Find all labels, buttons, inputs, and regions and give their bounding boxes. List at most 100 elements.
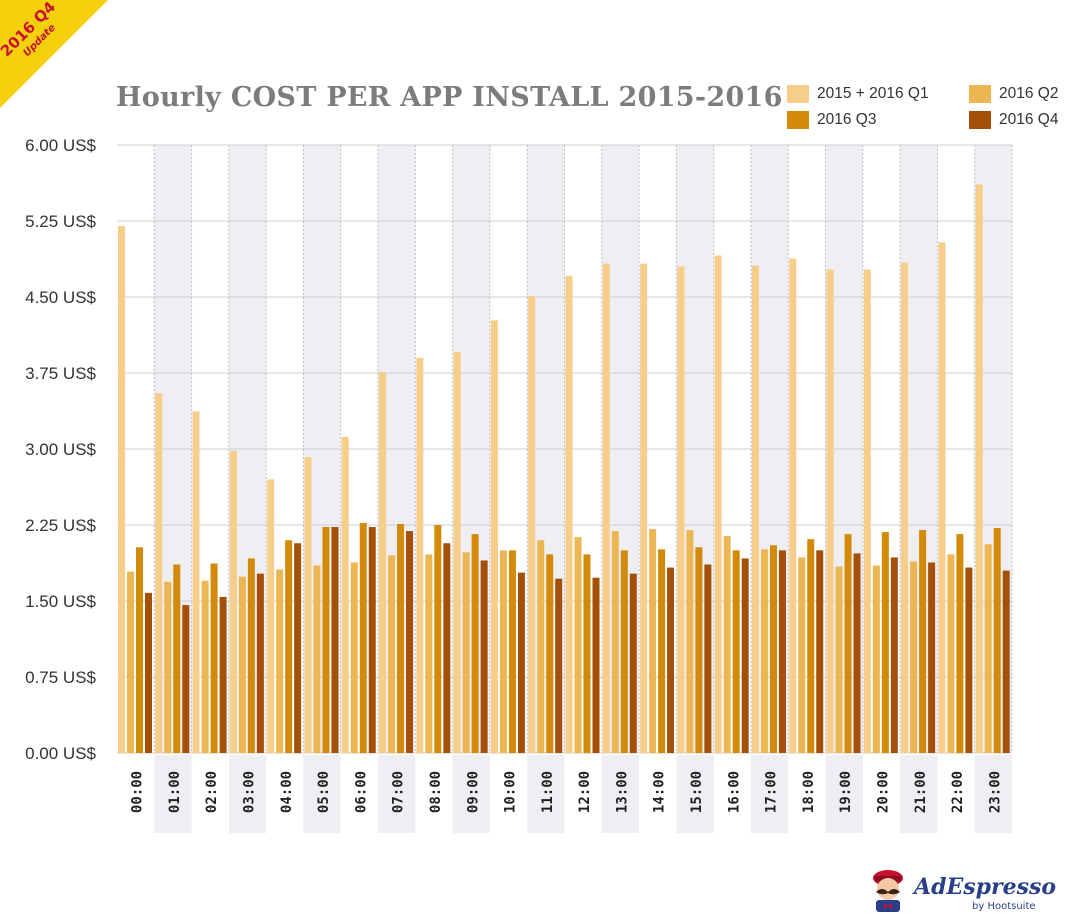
label-band-03:00 <box>228 755 267 833</box>
bar-s3-20:00 <box>881 532 889 753</box>
legend-swatch-4 <box>969 111 991 129</box>
bar-s2-15:00 <box>686 530 694 753</box>
bar-s3-21:00 <box>919 530 927 753</box>
bar-s4-10:00 <box>517 572 525 753</box>
bar-s1-12:00 <box>565 275 573 753</box>
y-tick-label-4: 3.00 US$ <box>25 440 96 459</box>
x-tick-label-14:00: 14:00 <box>652 771 668 813</box>
bar-s3-13:00 <box>620 550 628 753</box>
bar-s2-10:00 <box>499 550 507 753</box>
bar-s1-21:00 <box>901 262 909 753</box>
bar-s2-16:00 <box>723 536 731 753</box>
x-tick-label-21:00: 21:00 <box>913 771 929 813</box>
label-band-01:00 <box>154 755 192 833</box>
bar-s1-01:00 <box>155 393 163 753</box>
adespresso-logo: AdEspresso by Hootsuite <box>873 870 1056 912</box>
bar-s1-16:00 <box>714 255 722 753</box>
bar-s2-17:00 <box>760 549 768 753</box>
bar-s2-08:00 <box>425 554 433 753</box>
y-tick-label-1: 0.75 US$ <box>25 668 96 687</box>
label-band-23:00 <box>974 755 1012 833</box>
bar-s3-02:00 <box>210 563 218 753</box>
bar-s1-05:00 <box>304 457 312 753</box>
y-tick-label-8: 6.00 US$ <box>25 136 96 155</box>
bar-s2-23:00 <box>984 544 992 753</box>
legend-item-4: 2016 Q4 <box>969 108 1058 132</box>
bar-s2-02:00 <box>201 580 209 753</box>
bar-s2-14:00 <box>649 529 657 753</box>
bar-s4-17:00 <box>778 550 786 753</box>
bar-s1-02:00 <box>192 411 200 753</box>
bar-s3-04:00 <box>285 540 293 753</box>
bar-s4-23:00 <box>1002 570 1010 753</box>
logo-text: AdEspresso <box>912 874 1056 900</box>
legend-label-3: 2016 Q3 <box>817 111 877 128</box>
bar-s4-09:00 <box>480 560 488 753</box>
y-tick-label-6: 4.50 US$ <box>25 288 96 307</box>
bar-s2-09:00 <box>462 552 470 753</box>
bar-s1-20:00 <box>863 269 871 753</box>
bar-s2-11:00 <box>537 540 545 753</box>
x-tick-label-22:00: 22:00 <box>950 771 966 813</box>
update-ribbon: 2016 Q4 Update <box>0 0 108 108</box>
legend-label-2: 2016 Q2 <box>999 85 1059 102</box>
bar-s4-16:00 <box>741 558 749 753</box>
x-tick-label-04:00: 04:00 <box>279 771 295 813</box>
x-tick-label-05:00: 05:00 <box>316 771 332 813</box>
x-tick-label-15:00: 15:00 <box>689 771 705 813</box>
bar-s4-11:00 <box>555 578 563 753</box>
bar-s3-17:00 <box>769 545 777 753</box>
bar-chart: 0.00 US$ 0.75 US$ 1.50 US$ 2.25 US$ 3.00 US$… <box>25 136 1013 833</box>
y-tick-label-5: 3.75 US$ <box>25 364 96 383</box>
bar-s1-14:00 <box>640 263 648 753</box>
bar-s1-15:00 <box>677 266 685 753</box>
bar-s2-22:00 <box>947 554 955 753</box>
bar-s4-15:00 <box>704 564 712 753</box>
bar-s3-23:00 <box>993 528 1001 753</box>
bar-s2-13:00 <box>611 531 619 753</box>
bar-s2-01:00 <box>164 581 172 753</box>
bar-s2-20:00 <box>872 565 880 753</box>
mascot-icon <box>873 870 903 912</box>
bar-s3-06:00 <box>359 522 367 753</box>
label-band-19:00 <box>825 755 863 833</box>
x-tick-label-09:00: 09:00 <box>465 771 481 813</box>
bar-s4-03:00 <box>256 573 264 753</box>
x-tick-label-20:00: 20:00 <box>875 771 891 813</box>
ribbon-background <box>0 0 108 108</box>
bar-s2-05:00 <box>313 565 321 753</box>
bar-s3-18:00 <box>807 539 815 753</box>
label-band-15:00 <box>676 755 714 833</box>
bar-s4-07:00 <box>406 531 414 753</box>
bar-s3-08:00 <box>434 525 442 753</box>
bar-s1-17:00 <box>751 265 759 753</box>
legend-item-2: 2016 Q2 <box>969 82 1058 106</box>
legend: 2015 + 2016 Q1 2016 Q2 2016 Q3 2016 Q4 <box>787 82 1072 136</box>
label-band-05:00 <box>303 755 341 833</box>
x-tick-label-17:00: 17:00 <box>764 771 780 813</box>
x-tick-label-02:00: 02:00 <box>204 771 220 813</box>
label-band-07:00 <box>378 755 416 833</box>
x-tick-label-06:00: 06:00 <box>353 771 369 813</box>
bar-s1-11:00 <box>528 295 536 753</box>
bar-s1-07:00 <box>379 371 387 753</box>
bar-s1-09:00 <box>453 351 461 753</box>
bar-s4-02:00 <box>219 596 227 753</box>
bar-s2-18:00 <box>798 557 806 753</box>
bar-s1-04:00 <box>267 479 275 753</box>
bar-s3-10:00 <box>508 550 516 753</box>
x-tick-label-19:00: 19:00 <box>838 771 854 813</box>
bar-s3-11:00 <box>546 554 554 753</box>
legend-swatch-3 <box>787 111 809 129</box>
bar-s3-12:00 <box>583 554 591 753</box>
x-tick-label-23:00: 23:00 <box>987 771 1003 813</box>
bar-s4-13:00 <box>629 573 637 753</box>
y-tick-label-2: 1.50 US$ <box>25 592 96 611</box>
bar-s2-12:00 <box>574 537 582 753</box>
bar-s2-04:00 <box>276 569 284 753</box>
bar-s4-04:00 <box>294 543 302 753</box>
bar-s2-21:00 <box>910 561 918 753</box>
bar-s4-20:00 <box>890 557 898 753</box>
bar-s4-01:00 <box>182 605 190 753</box>
bar-s3-00:00 <box>136 547 143 753</box>
